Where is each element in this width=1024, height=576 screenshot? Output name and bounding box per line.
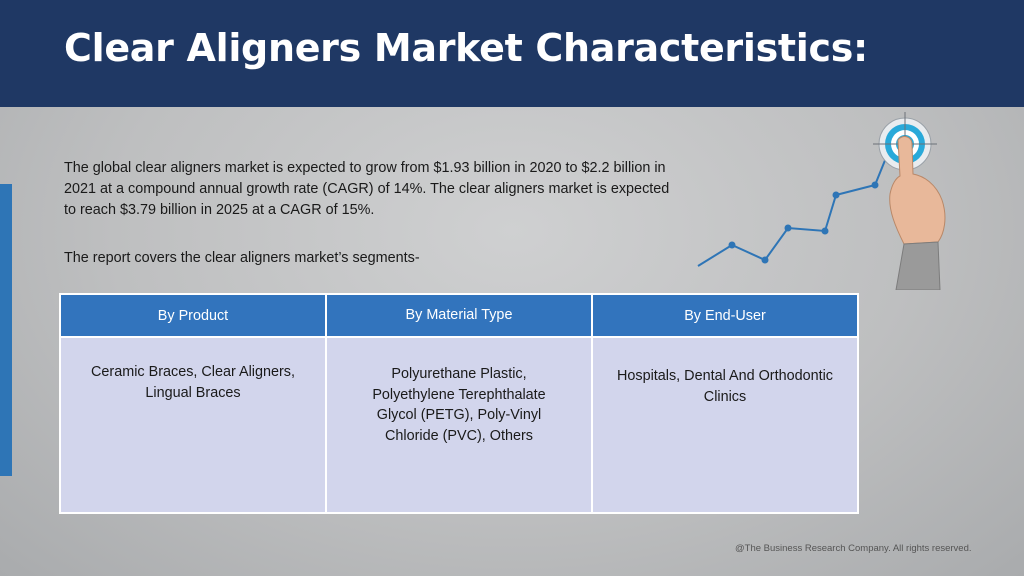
table-row: Ceramic Braces, Clear Aligners, Lingual …	[59, 336, 859, 514]
copyright-footer: @The Business Research Company. All righ…	[735, 543, 972, 554]
growth-illustration	[697, 112, 946, 290]
cell-product-segments: Ceramic Braces, Clear Aligners, Lingual …	[59, 336, 327, 514]
segments-intro-text: The report covers the clear aligners mar…	[64, 250, 420, 266]
accent-side-bar	[0, 184, 12, 476]
cell-material-type-segments: Polyurethane Plastic, Polyethylene Terep…	[325, 336, 593, 514]
intro-paragraph: The global clear aligners market is expe…	[64, 160, 670, 218]
header-by-end-user: By End-User	[591, 293, 859, 338]
table-header-row: By Product By Material Type By End-User	[59, 293, 859, 338]
slide-title: Clear Aligners Market Characteristics:	[64, 26, 868, 70]
header-by-product: By Product	[59, 293, 327, 338]
cell-end-user-segments: Hospitals, Dental And Orthodontic Clinic…	[591, 336, 859, 514]
pointing-hand-icon	[889, 136, 946, 290]
header-by-material-type: By Material Type	[325, 293, 593, 338]
title-bar: Clear Aligners Market Characteristics:	[0, 0, 1024, 107]
segments-table: By Product By Material Type By End-User …	[59, 293, 859, 514]
growth-line-chart-icon	[697, 147, 891, 267]
